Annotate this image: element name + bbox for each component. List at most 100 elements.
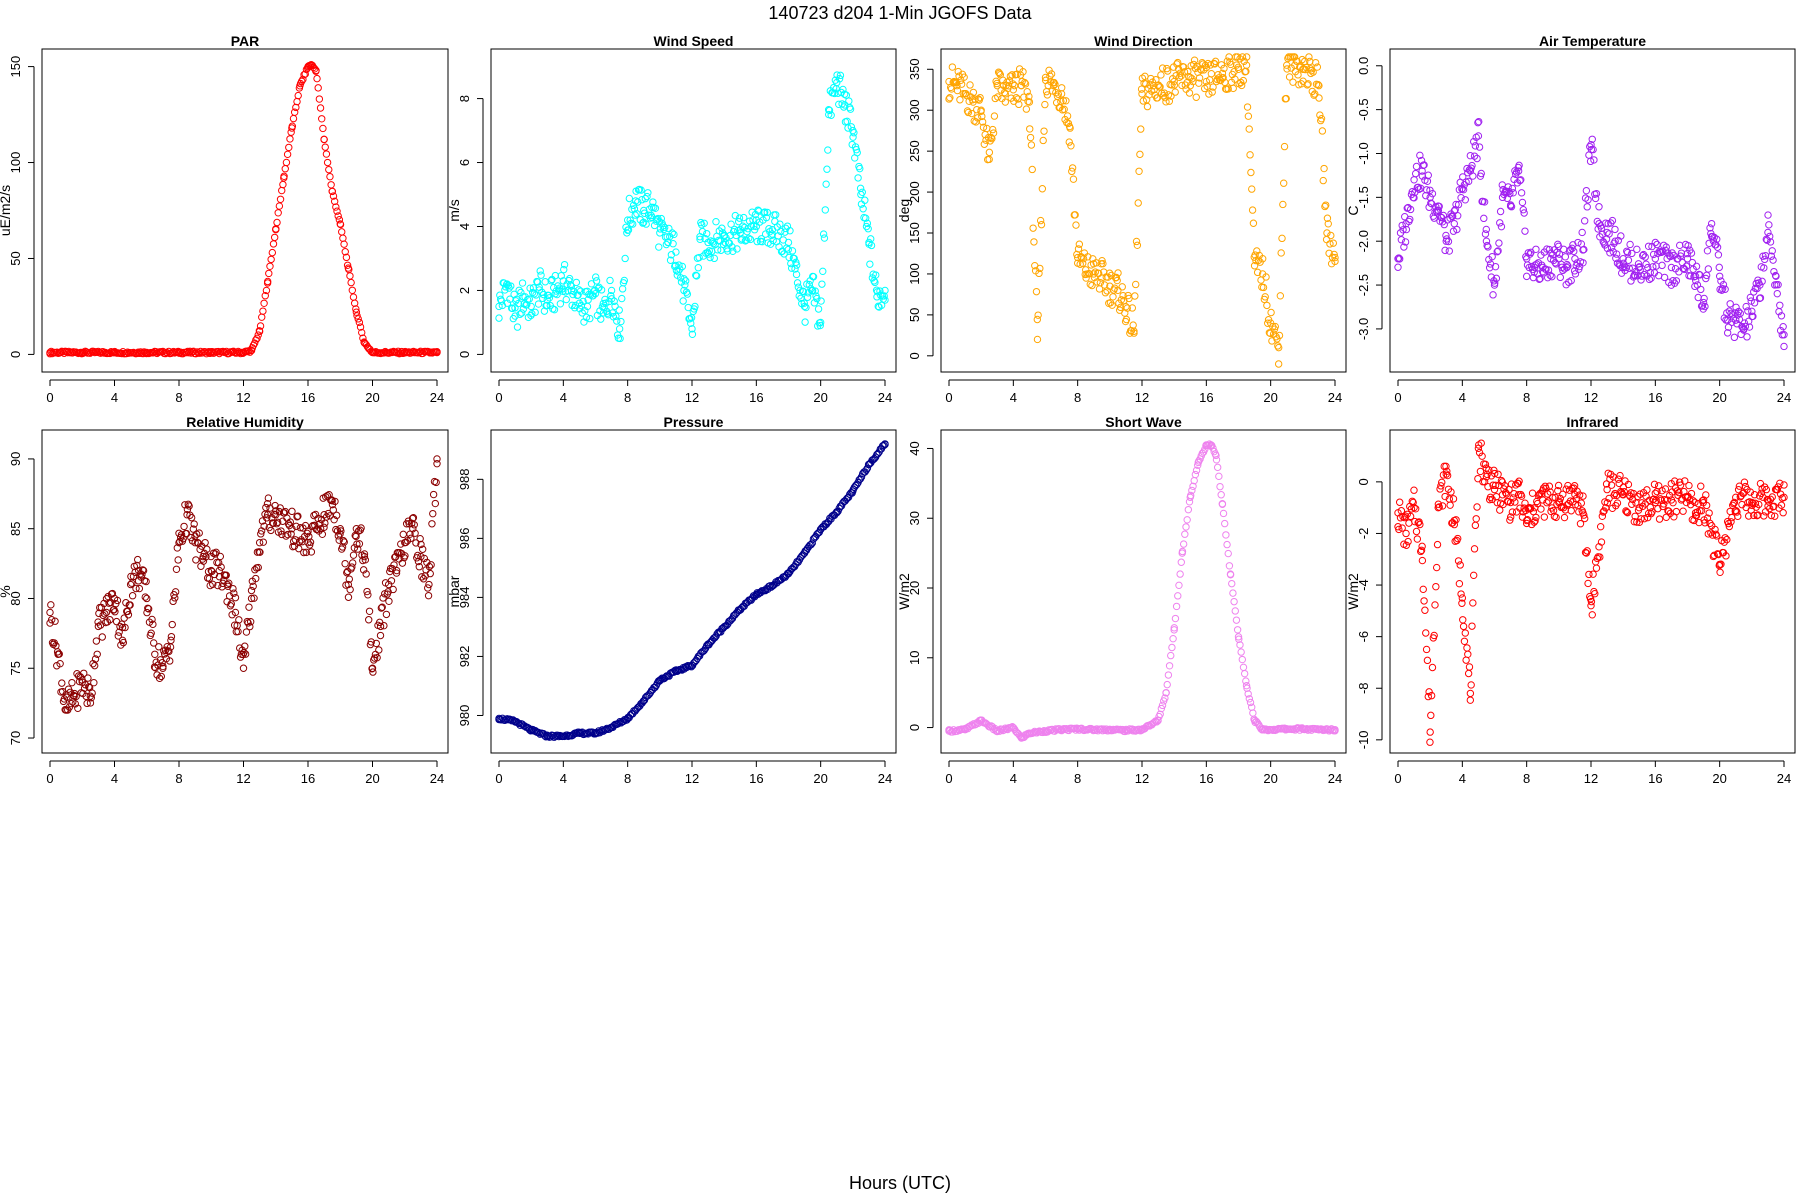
data-point — [633, 704, 642, 712]
data-point — [292, 522, 300, 531]
data-point — [1651, 498, 1660, 507]
data-point — [1243, 53, 1251, 61]
data-point — [1186, 493, 1194, 502]
data-point — [1250, 716, 1259, 725]
x-axis: 0 4 8 12 16 20 24 — [46, 760, 444, 786]
data-point — [431, 499, 440, 508]
data-point — [1122, 726, 1130, 735]
data-point — [212, 548, 220, 557]
data-point — [1493, 248, 1501, 256]
data-point — [133, 349, 141, 357]
data-point — [1315, 725, 1323, 734]
data-point — [189, 525, 198, 533]
data-point — [423, 558, 431, 567]
data-point — [861, 196, 869, 204]
data-point — [648, 203, 656, 212]
data-point — [1036, 216, 1045, 225]
x-tick-label: 8 — [175, 771, 182, 786]
y-tick-label: 250 — [907, 140, 922, 162]
data-point — [1766, 238, 1775, 246]
data-point — [1184, 505, 1193, 514]
data-series — [495, 440, 889, 741]
data-point — [344, 593, 353, 601]
data-point — [969, 98, 977, 106]
data-series — [945, 53, 1339, 368]
data-point — [1635, 263, 1643, 272]
data-point — [776, 220, 784, 228]
data-point — [329, 506, 337, 514]
data-point — [1702, 274, 1710, 283]
data-point — [1774, 281, 1782, 289]
data-point — [262, 503, 270, 512]
y-tick-label: -2.0 — [1356, 230, 1371, 252]
data-point — [688, 330, 697, 338]
data-point — [185, 502, 193, 510]
x-tick-label: 4 — [560, 390, 567, 405]
data-point — [1224, 549, 1232, 558]
data-point — [1188, 75, 1196, 83]
x-tick-label: 12 — [236, 390, 250, 405]
data-point — [1248, 185, 1256, 193]
data-point — [670, 230, 678, 239]
data-point — [1191, 470, 1200, 479]
data-point — [322, 150, 331, 158]
data-point — [1650, 480, 1659, 489]
data-point — [1277, 249, 1285, 257]
data-point — [550, 305, 559, 314]
plot-frame — [490, 429, 897, 754]
data-point — [299, 524, 307, 532]
data-point — [1736, 309, 1744, 318]
data-point — [1395, 498, 1404, 506]
data-point — [1461, 196, 1469, 204]
data-point — [83, 699, 91, 708]
data-point — [1556, 273, 1565, 282]
data-point — [172, 565, 181, 573]
data-series — [46, 455, 441, 714]
data-point — [1597, 538, 1606, 546]
data-point — [567, 286, 576, 295]
data-point — [551, 271, 560, 280]
data-point — [961, 90, 969, 98]
x-tick-label: 16 — [1648, 390, 1662, 405]
data-point — [618, 294, 626, 303]
data-point — [320, 523, 328, 532]
data-point — [1571, 255, 1579, 263]
data-point — [1732, 316, 1740, 324]
data-point — [1464, 669, 1473, 678]
x-axis: 0 4 8 12 16 20 24 — [1394, 379, 1791, 405]
data-point — [286, 518, 294, 526]
data-point — [1096, 278, 1105, 287]
data-point — [865, 460, 873, 469]
data-point — [1756, 281, 1764, 289]
data-point — [1099, 726, 1107, 735]
data-point — [1480, 214, 1488, 223]
data-point — [881, 296, 889, 304]
data-point — [543, 301, 551, 310]
y-tick-label: 4 — [457, 223, 472, 230]
data-point — [180, 522, 188, 531]
data-point — [1676, 481, 1685, 489]
data-point — [1517, 176, 1525, 184]
data-point — [946, 93, 954, 102]
data-point — [416, 535, 424, 543]
data-point — [527, 302, 535, 311]
data-point — [254, 331, 262, 339]
x-tick-label: 0 — [1394, 771, 1401, 786]
data-point — [1170, 77, 1178, 86]
data-point — [277, 527, 285, 535]
data-point — [207, 348, 215, 357]
data-point — [273, 218, 281, 227]
x-tick-label: 16 — [1199, 771, 1213, 786]
data-point — [410, 521, 418, 529]
data-point — [1592, 564, 1601, 572]
data-point — [736, 229, 744, 237]
y-tick-label: 150 — [907, 222, 922, 244]
data-point — [849, 126, 857, 135]
y-tick-label: -1.5 — [1356, 186, 1371, 208]
data-point — [676, 265, 684, 273]
y-tick-label: 30 — [907, 511, 922, 525]
data-point — [246, 618, 255, 626]
data-point — [1065, 138, 1073, 146]
